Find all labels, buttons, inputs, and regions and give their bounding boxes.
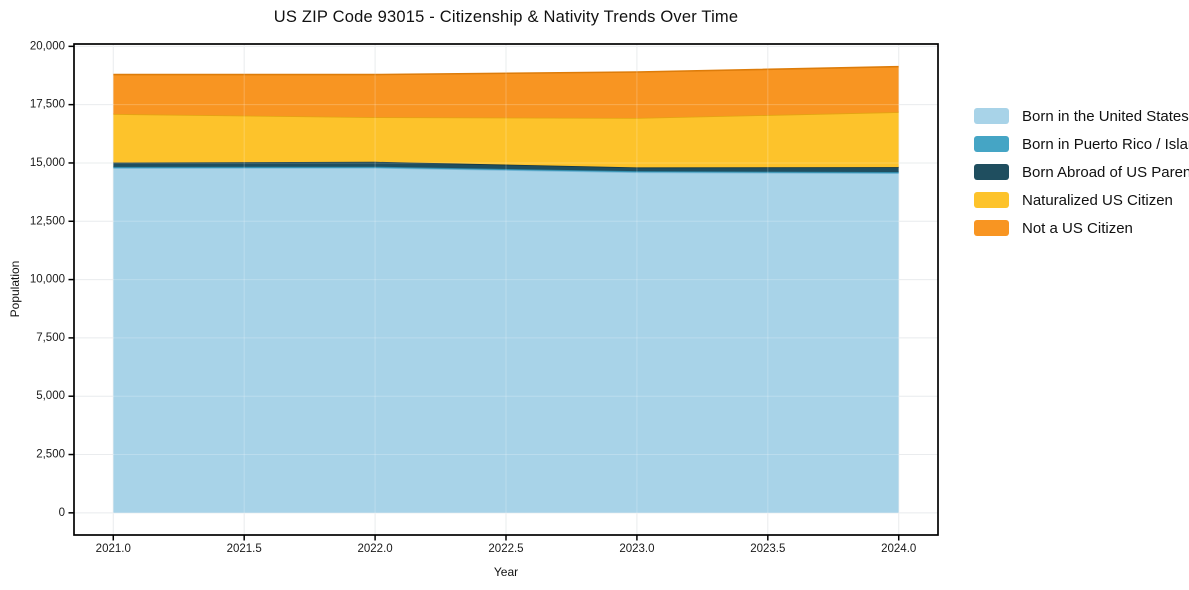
x-tick-label: 2024.0: [881, 543, 916, 555]
y-tick-label: 12,500: [30, 215, 65, 227]
legend-label: Born Abroad of US Parent(s): [1022, 163, 1189, 181]
chart-title: US ZIP Code 93015 - Citizenship & Nativi…: [273, 8, 739, 26]
y-tick-label: 15,000: [30, 157, 65, 169]
legend-swatch: [974, 220, 1009, 236]
legend-item: Born Abroad of US Parent(s): [974, 158, 1189, 186]
x-tick-label: 2023.0: [619, 543, 654, 555]
y-tick-label: 5,000: [36, 390, 65, 402]
area-series: [113, 66, 899, 118]
legend-label: Born in Puerto Rico / Islands: [1022, 135, 1189, 153]
legend-label: Not a US Citizen: [1022, 219, 1133, 237]
legend-swatch: [974, 164, 1009, 180]
y-tick-label: 2,500: [36, 449, 65, 461]
legend-item: Born in Puerto Rico / Islands: [974, 130, 1189, 158]
legend-label: Born in the United States: [1022, 107, 1189, 125]
legend-swatch: [974, 192, 1009, 208]
y-tick-label: 7,500: [36, 332, 65, 344]
legend-item: Naturalized US Citizen: [974, 186, 1189, 214]
y-tick-label: 17,500: [30, 99, 65, 111]
y-tick-label: 20,000: [30, 40, 65, 52]
x-tick-label: 2022.5: [488, 543, 523, 555]
legend-item: Born in the United States: [974, 102, 1189, 130]
y-tick-label: 10,000: [30, 274, 65, 286]
y-tick-label: 0: [59, 507, 65, 519]
legend-item: Not a US Citizen: [974, 214, 1189, 242]
x-tick-label: 2023.5: [750, 543, 785, 555]
legend-swatch: [974, 136, 1009, 152]
area-series: [113, 161, 899, 173]
y-axis-label: Population: [8, 260, 22, 318]
x-tick-label: 2021.0: [96, 543, 131, 555]
x-axis-label: Year: [493, 565, 519, 579]
x-tick-label: 2022.0: [357, 543, 392, 555]
area-series: [113, 167, 899, 513]
legend-swatch: [974, 108, 1009, 124]
area-series-edge: [113, 65, 899, 76]
legend: Born in the United States Born in Puerto …: [974, 102, 1189, 242]
legend-label: Naturalized US Citizen: [1022, 191, 1173, 209]
area-series: [113, 112, 899, 168]
x-tick-label: 2021.5: [227, 543, 262, 555]
